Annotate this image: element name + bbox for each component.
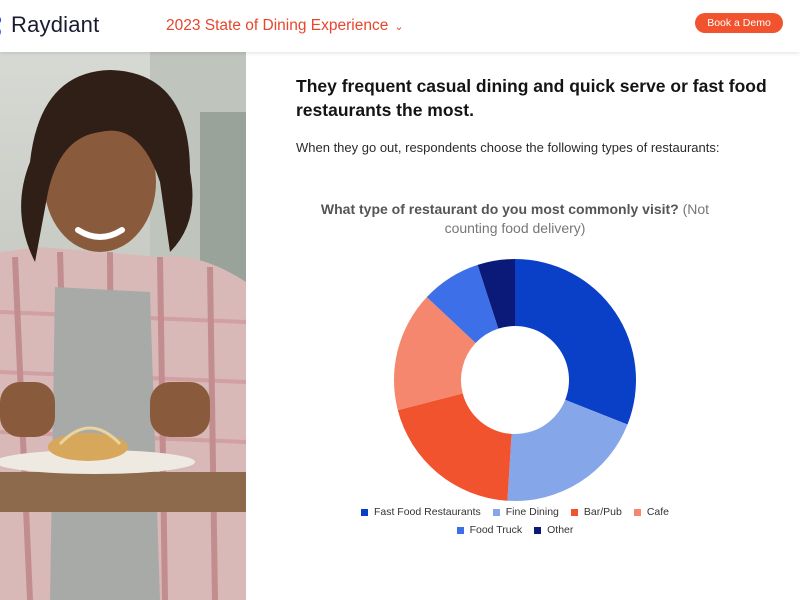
restaurant-type-donut-chart (394, 259, 636, 501)
legend-item-other[interactable]: Other (534, 524, 573, 536)
diner-photo (0, 52, 246, 600)
legend-swatch (360, 508, 368, 516)
legend-label: Other (547, 524, 574, 536)
legend-label: Cafe (646, 506, 670, 518)
legend-label: Fine Dining (505, 506, 559, 518)
legend-swatch (456, 526, 464, 534)
chart-title: What type of restaurant do you most comm… (320, 200, 710, 238)
book-demo-button[interactable]: Book a Demo (695, 13, 783, 33)
article-content: They frequent casual dining and quick se… (296, 52, 776, 155)
logo-mark-icon (0, 13, 5, 37)
legend-label: Fast Food Restaurants (373, 506, 481, 518)
slice-other[interactable] (477, 259, 515, 329)
legend-label: Bar/Pub (583, 506, 622, 518)
report-title-label: 2023 State of Dining Experience (166, 17, 389, 34)
brand-name: Raydiant (11, 12, 100, 37)
top-header: Raydiant 2023 State of Dining Experience… (0, 0, 800, 52)
slice-bar-pub[interactable] (397, 393, 512, 501)
legend-item-food-truck[interactable]: Food Truck (456, 524, 523, 536)
section-intro: When they go out, respondents choose the… (296, 140, 720, 155)
legend-swatch (633, 508, 641, 516)
legend-swatch (492, 508, 500, 516)
legend-label: Food Truck (469, 524, 523, 536)
slice-fine-dining[interactable] (507, 399, 628, 501)
woman-eating-illustration-icon (0, 52, 246, 600)
brand-logo[interactable]: Raydiant (0, 12, 99, 38)
section-headline: They frequent casual dining and quick se… (296, 76, 767, 120)
legend-item-fine-dining[interactable]: Fine Dining (492, 506, 559, 518)
chart-subtitle: (Not counting food delivery) (444, 201, 710, 236)
report-title-dropdown[interactable]: 2023 State of Dining Experience ⌄ (166, 17, 404, 35)
legend-swatch (570, 508, 578, 516)
slice-food-truck[interactable] (426, 264, 499, 344)
chart-title-main: What type of restaurant do you most comm… (320, 201, 679, 217)
legend-item-cafe[interactable]: Cafe (633, 506, 670, 518)
chevron-down-icon: ⌄ (394, 20, 404, 33)
legend-swatch (534, 526, 542, 534)
slice-fast-food-restaurants[interactable] (515, 259, 636, 425)
chart-legend: Fast Food Restaurants Fine Dining Bar/Pub C… (330, 506, 700, 536)
slice-cafe[interactable] (394, 297, 476, 411)
legend-item-bar-pub[interactable]: Bar/Pub (570, 506, 622, 518)
legend-item-fast-food-restaurants[interactable]: Fast Food Restaurants (360, 506, 481, 518)
